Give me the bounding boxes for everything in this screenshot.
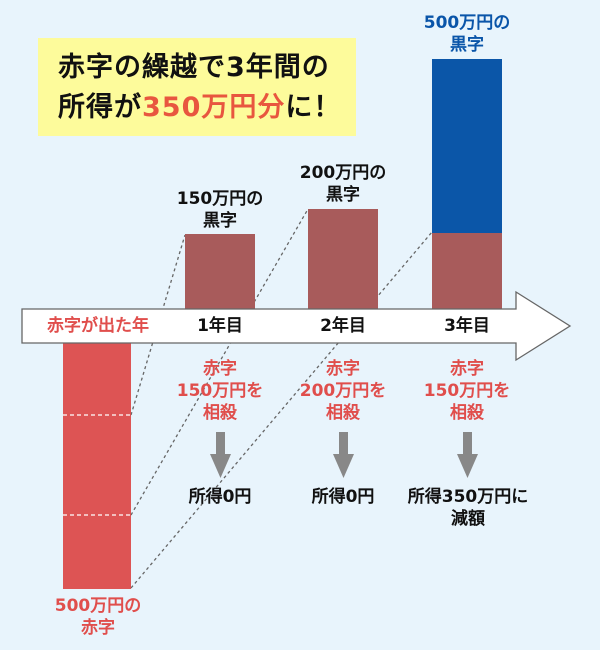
year3-result: 所得350万円に 減額: [392, 486, 544, 530]
year1-profit-amount: 150万円の: [176, 189, 264, 209]
result-arrows: [210, 432, 478, 478]
headline-line-2: 所得が350万円分に！: [58, 88, 356, 128]
headline-suffix: に！: [285, 92, 342, 123]
year2-label: 2年目: [320, 316, 366, 336]
year2-result: 所得0円: [311, 487, 375, 507]
year2-profit-label: 200万円の 黒字: [278, 162, 408, 206]
year1-offset-bar: [185, 234, 255, 310]
year2-offset-bar: [308, 209, 378, 310]
year1-label: 1年目: [197, 316, 243, 336]
year1-offset-line-3: 相殺: [203, 403, 237, 423]
year3-profit-bar: [432, 59, 502, 233]
deficit-bar-rect: [63, 340, 131, 589]
connector-line-1: [130, 234, 186, 416]
year2-offset-line-3: 相殺: [326, 403, 360, 423]
headline-line-1: 赤字の繰越で3年間の: [58, 52, 330, 83]
deficit-bar: [63, 340, 131, 589]
headline-callout: 赤字の繰越で3年間の 所得が350万円分に！: [38, 38, 356, 136]
year2-profit-amount: 200万円の: [299, 163, 387, 183]
year3-down-arrow: [457, 432, 478, 478]
year3-profit-label: 500万円の 黒字: [402, 12, 532, 56]
headline-highlight: 350万円分: [142, 92, 286, 123]
year3-profit-kind: 黒字: [450, 35, 484, 55]
year3-offset-line-1: 赤字: [450, 359, 484, 379]
deficit-kind: 赤字: [81, 618, 115, 638]
year3-result-line-1: 所得350万円に: [407, 487, 529, 507]
year3-offset-line-3: 相殺: [450, 403, 484, 423]
deficit-year-label: 赤字が出た年: [47, 316, 149, 336]
year3-label: 3年目: [444, 316, 490, 336]
year3-profit-amount: 500万円の: [423, 13, 511, 33]
year3-offset-bar: [432, 233, 502, 310]
year3-offset-label: 赤字 150万円を 相殺: [402, 358, 532, 424]
deficit-amount: 500万円の: [54, 596, 142, 616]
year2-offset-line-1: 赤字: [326, 359, 360, 379]
deficit-amount-label: 500万円の 赤字: [30, 595, 166, 639]
year1-offset-line-2: 150万円を: [176, 381, 264, 401]
year1-result: 所得0円: [188, 487, 252, 507]
year3-result-line-2: 減額: [451, 509, 485, 529]
year2-offset-label: 赤字 200万円を 相殺: [278, 358, 408, 424]
timeline-arrow: [21, 290, 572, 362]
year2-down-arrow: [333, 432, 354, 478]
connector-lines: [130, 208, 433, 589]
connector-line-2: [130, 208, 309, 516]
year1-profit-label: 150万円の 黒字: [155, 188, 285, 232]
year1-offset-line-1: 赤字: [203, 359, 237, 379]
headline-prefix: 所得が: [58, 92, 142, 123]
year2-offset-line-2: 200万円を: [299, 381, 387, 401]
year3-offset-line-2: 150万円を: [423, 381, 511, 401]
year1-offset-label: 赤字 150万円を 相殺: [155, 358, 285, 424]
year1-down-arrow: [210, 432, 231, 478]
year1-profit-kind: 黒字: [203, 211, 237, 231]
year2-profit-kind: 黒字: [326, 185, 360, 205]
